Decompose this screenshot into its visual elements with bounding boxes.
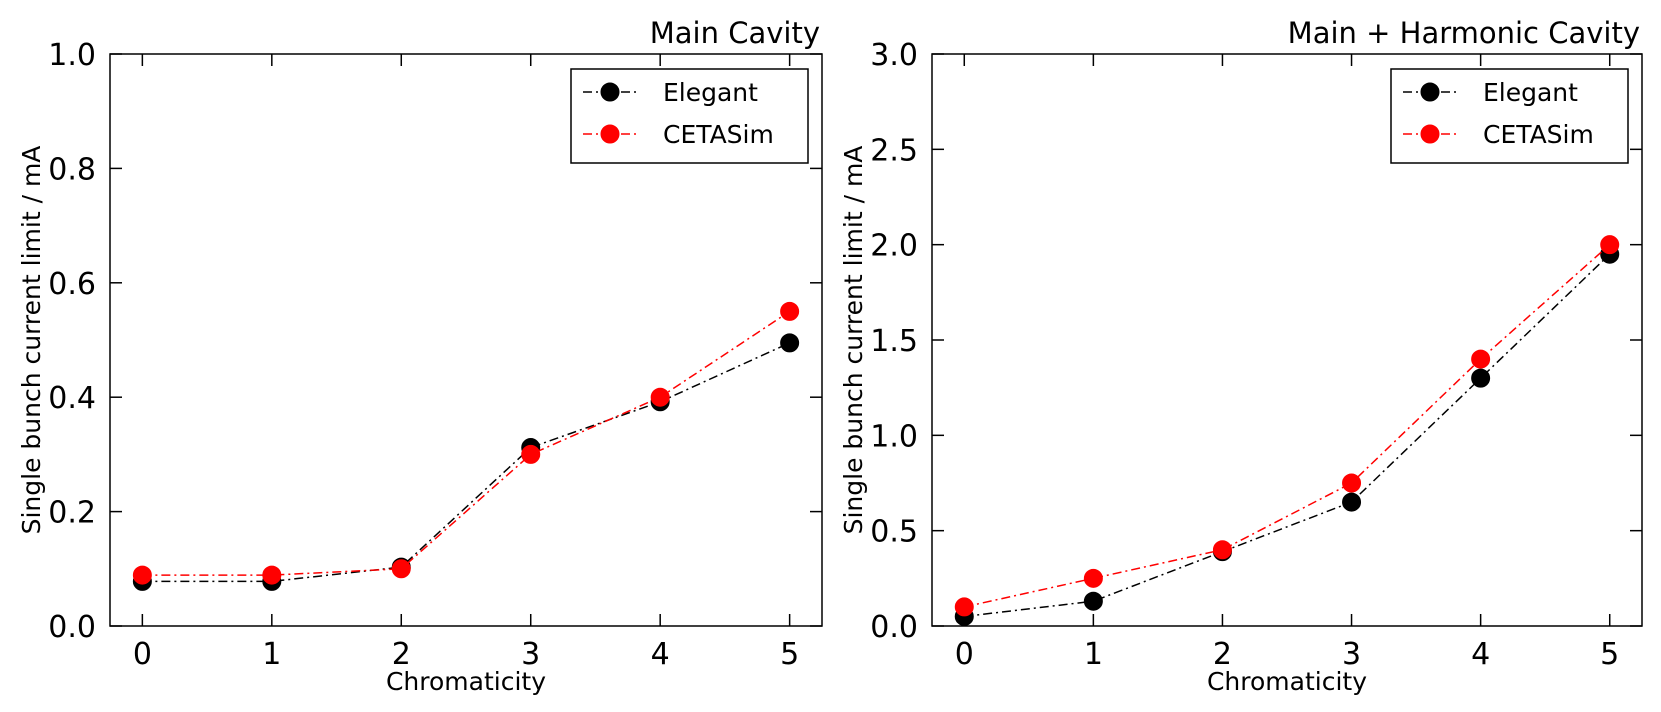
x-tick-label: 2	[392, 637, 411, 672]
y-axis-title: Single bunch current limit / mA	[839, 146, 868, 535]
y-axis-title: Single bunch current limit / mA	[17, 146, 46, 535]
y-tick-label: 1.5	[870, 324, 918, 359]
legend-entry: CETASim	[1403, 120, 1594, 149]
x-tick-label: 5	[780, 637, 799, 672]
data-point	[132, 565, 152, 585]
legend-label: Elegant	[1483, 78, 1578, 107]
data-point	[1342, 492, 1362, 512]
series-line	[142, 342, 790, 583]
x-axis-title: Chromaticity	[386, 667, 546, 696]
series-line	[964, 244, 1611, 608]
y-tick-label: 2.5	[870, 133, 918, 168]
data-point	[954, 597, 974, 617]
series-1	[132, 333, 800, 591]
plot-frame	[109, 53, 823, 627]
y-tick-label: 1.0	[48, 38, 96, 73]
y-tick-label: 2.0	[870, 229, 918, 264]
legend-entry: Elegant	[583, 78, 758, 107]
x-tick-label: 3	[1342, 637, 1361, 672]
y-tick-label: 0.2	[48, 496, 96, 531]
y-tick-label: 0.0	[870, 610, 918, 645]
x-tick-label: 0	[133, 637, 152, 672]
x-tick-label: 1	[262, 637, 281, 672]
series-2	[132, 301, 800, 585]
series-2	[954, 235, 1620, 617]
x-tick-label: 1	[1084, 637, 1103, 672]
x-axis-title: Chromaticity	[1207, 667, 1367, 696]
legend-marker	[1420, 124, 1440, 144]
y-tick-label: 0.4	[48, 381, 96, 416]
data-point	[1342, 473, 1362, 493]
series-line	[964, 253, 1611, 618]
x-tick-label: 4	[1471, 637, 1490, 672]
y-tick-label: 1.0	[870, 419, 918, 454]
x-tick-label: 2	[1213, 637, 1232, 672]
y-tick-label: 0.8	[48, 152, 96, 187]
x-tick-label: 3	[521, 637, 540, 672]
x-tick-label: 0	[955, 637, 974, 672]
data-point	[1600, 235, 1620, 255]
data-point	[1083, 591, 1103, 611]
legend-marker	[1420, 82, 1440, 102]
y-tick-label: 0.5	[870, 515, 918, 550]
legend-label: CETASim	[663, 120, 774, 149]
legend-marker	[600, 82, 620, 102]
legend-entry: CETASim	[583, 120, 774, 149]
data-point	[1212, 540, 1232, 560]
data-point	[521, 444, 541, 464]
data-point	[650, 387, 670, 407]
legend: Elegant CETASim	[570, 68, 809, 164]
data-point	[780, 301, 800, 321]
x-tick-label: 4	[651, 637, 670, 672]
chart-panel-1: 0 1 2 3 4 5 0.0 0.2 0.4 0.6 0.8 1.0 Chromaticity Sing…	[17, 16, 823, 696]
legend-marker	[600, 124, 620, 144]
panel-title: Main + Harmonic Cavity	[1288, 16, 1640, 50]
y-tick-label: 0.6	[48, 267, 96, 302]
chart-panel-2: 0 1 2 3 4 5 0.0 0.5 1.0 1.5 2.0 2.5 3.0 Chromaticity S…	[839, 16, 1643, 696]
data-point	[1083, 568, 1103, 588]
legend-entry: Elegant	[1403, 78, 1578, 107]
data-point	[1471, 349, 1491, 369]
legend: Elegant CETASim	[1390, 68, 1629, 164]
data-point	[1471, 368, 1491, 388]
data-point	[262, 565, 282, 585]
data-point	[391, 559, 411, 579]
series-line	[142, 310, 791, 576]
y-tick-label: 0.0	[48, 610, 96, 645]
legend-label: Elegant	[663, 78, 758, 107]
panel-title: Main Cavity	[650, 16, 820, 50]
x-tick-label: 5	[1600, 637, 1619, 672]
y-tick-label: 3.0	[870, 38, 918, 73]
series-1	[954, 244, 1620, 626]
legend-label: CETASim	[1483, 120, 1594, 149]
data-point	[780, 333, 800, 353]
